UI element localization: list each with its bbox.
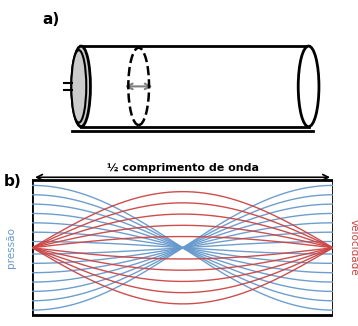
Text: pressão: pressão bbox=[6, 227, 16, 268]
Ellipse shape bbox=[72, 46, 91, 127]
Text: velocidade: velocidade bbox=[349, 219, 358, 276]
Ellipse shape bbox=[71, 50, 86, 123]
Ellipse shape bbox=[298, 46, 319, 127]
Text: ½ comprimento de onda: ½ comprimento de onda bbox=[107, 163, 258, 173]
Text: b): b) bbox=[4, 174, 21, 189]
Text: a): a) bbox=[42, 11, 59, 26]
